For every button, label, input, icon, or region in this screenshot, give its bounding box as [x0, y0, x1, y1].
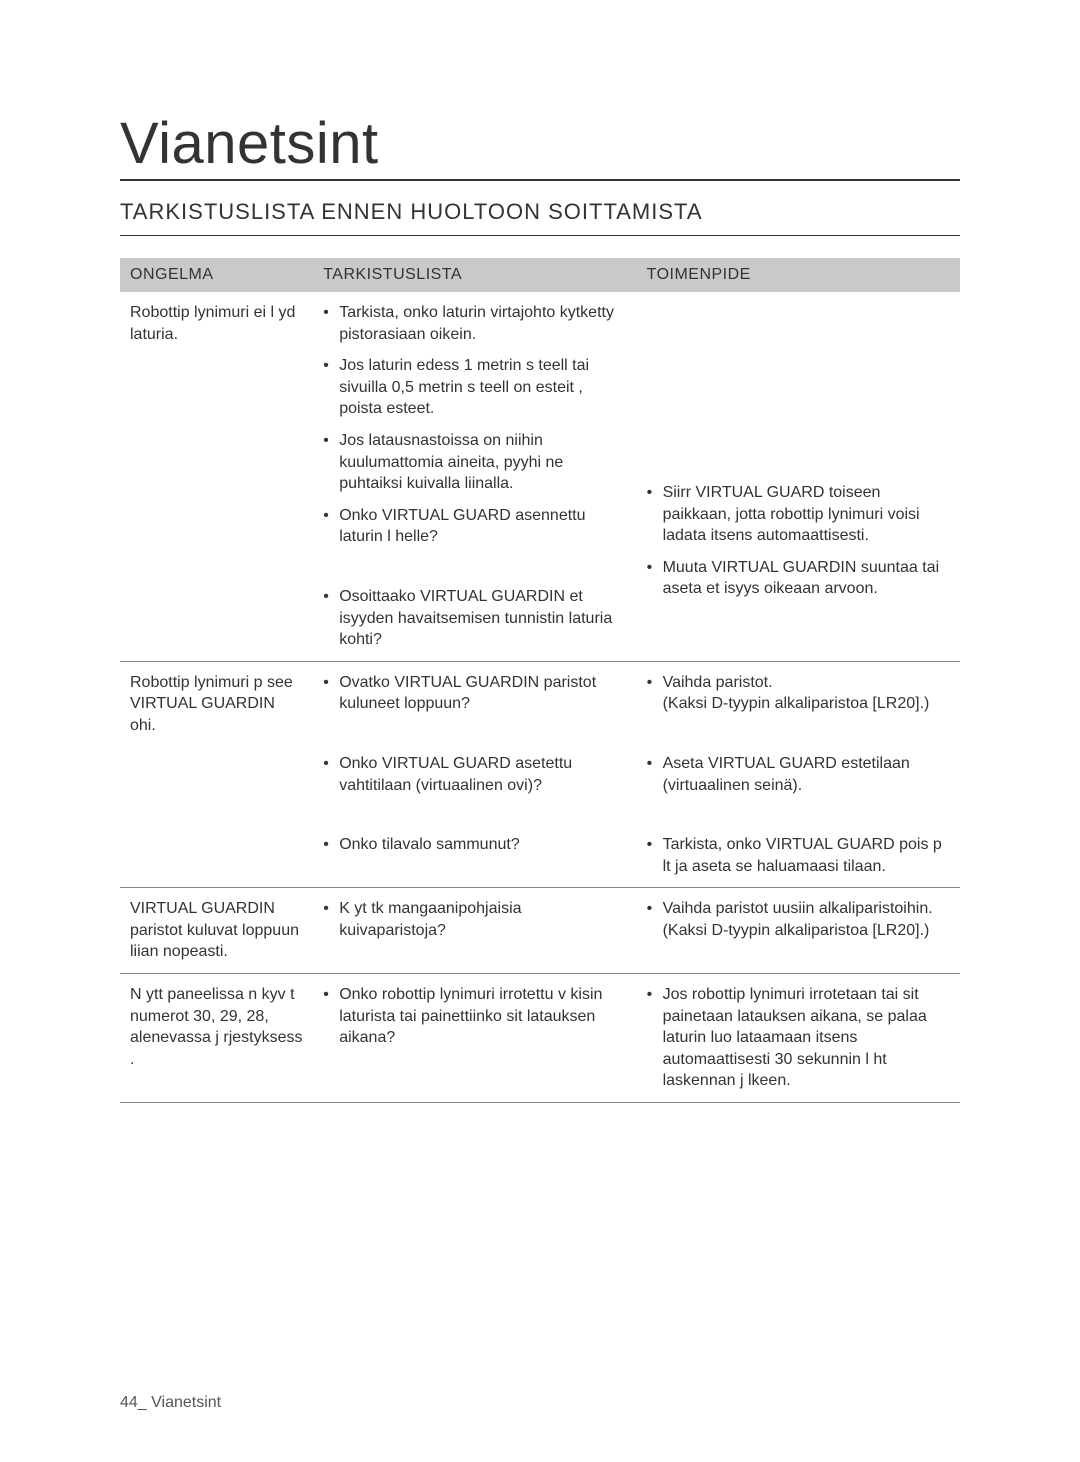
- page-title: Vianetsint: [120, 110, 960, 181]
- page-footer: 44_ Vianetsint: [120, 1394, 221, 1412]
- cell-checklist: K yt tk mangaanipohjaisia kuivaparistoja…: [313, 888, 636, 974]
- cell-checklist: Ovatko VIRTUAL GUARDIN paristot kuluneet…: [313, 661, 636, 888]
- col-header-checklist: TARKISTUSLISTA: [313, 258, 636, 292]
- spacer: [647, 725, 950, 743]
- spacer: [647, 302, 950, 368]
- list-item: Ovatko VIRTUAL GUARDIN paristot kuluneet…: [323, 672, 626, 715]
- list-item: Vaihda paristot.(Kaksi D-tyypin alkalipa…: [647, 672, 950, 715]
- table-row: Robottip lynimuri ei l yd laturia. Tarki…: [120, 292, 960, 661]
- list-item: Muuta VIRTUAL GUARDIN suuntaa tai aseta …: [647, 557, 950, 600]
- spacer: [323, 558, 626, 576]
- cell-problem: N ytt paneelissa n kyv t numerot 30, 29,…: [120, 974, 313, 1103]
- cell-checklist: Onko robottip lynimuri irrotettu v kisin…: [313, 974, 636, 1103]
- cell-problem: Robottip lynimuri ei l yd laturia.: [120, 292, 313, 661]
- list-item: Tarkista, onko VIRTUAL GUARD pois p lt j…: [647, 834, 950, 877]
- cell-action: Vaihda paristot.(Kaksi D-tyypin alkalipa…: [637, 661, 960, 888]
- cell-problem: Robottip lynimuri p see VIRTUAL GUARDIN …: [120, 661, 313, 888]
- list-item: Siirr VIRTUAL GUARD toiseen paikkaan, jo…: [647, 482, 950, 547]
- list-item: Vaihda paristot uusiin alkaliparistoihin…: [647, 898, 950, 941]
- cell-action: Jos robottip lynimuri irrotetaan tai sit…: [637, 974, 960, 1103]
- table-row: N ytt paneelissa n kyv t numerot 30, 29,…: [120, 974, 960, 1103]
- spacer: [323, 725, 626, 743]
- troubleshoot-table: ONGELMA TARKISTUSLISTA TOIMENPIDE Robott…: [120, 258, 960, 1103]
- list-item: Onko VIRTUAL GUARD asennettu laturin l h…: [323, 505, 626, 548]
- list-item: Jos robottip lynimuri irrotetaan tai sit…: [647, 984, 950, 1092]
- cell-checklist: Tarkista, onko laturin virtajohto kytket…: [313, 292, 636, 661]
- list-item: Tarkista, onko laturin virtajohto kytket…: [323, 302, 626, 345]
- list-item: Jos latausnastoissa on niihin kuulumatto…: [323, 430, 626, 495]
- spacer: [647, 806, 950, 824]
- list-item: Onko robottip lynimuri irrotettu v kisin…: [323, 984, 626, 1049]
- list-item: K yt tk mangaanipohjaisia kuivaparistoja…: [323, 898, 626, 941]
- table-header-row: ONGELMA TARKISTUSLISTA TOIMENPIDE: [120, 258, 960, 292]
- list-item: Osoittaako VIRTUAL GUARDIN et isyyden ha…: [323, 586, 626, 651]
- list-item: Aseta VIRTUAL GUARD estetilaan (virtuaal…: [647, 753, 950, 796]
- cell-action: Siirr VIRTUAL GUARD toiseen paikkaan, jo…: [637, 292, 960, 661]
- list-item: Jos laturin edess 1 metrin s teell tai s…: [323, 355, 626, 420]
- spacer: [323, 806, 626, 824]
- cell-problem: VIRTUAL GUARDIN paristot kuluvat loppuun…: [120, 888, 313, 974]
- spacer: [647, 454, 950, 472]
- spacer: [647, 378, 950, 444]
- list-item: Onko VIRTUAL GUARD asetettu vahtitilaan …: [323, 753, 626, 796]
- cell-action: Vaihda paristot uusiin alkaliparistoihin…: [637, 888, 960, 974]
- col-header-problem: ONGELMA: [120, 258, 313, 292]
- col-header-action: TOIMENPIDE: [637, 258, 960, 292]
- table-row: VIRTUAL GUARDIN paristot kuluvat loppuun…: [120, 888, 960, 974]
- list-item: Onko tilavalo sammunut?: [323, 834, 626, 856]
- table-row: Robottip lynimuri p see VIRTUAL GUARDIN …: [120, 661, 960, 888]
- section-title: TARKISTUSLISTA ENNEN HUOLTOON SOITTAMIST…: [120, 199, 960, 236]
